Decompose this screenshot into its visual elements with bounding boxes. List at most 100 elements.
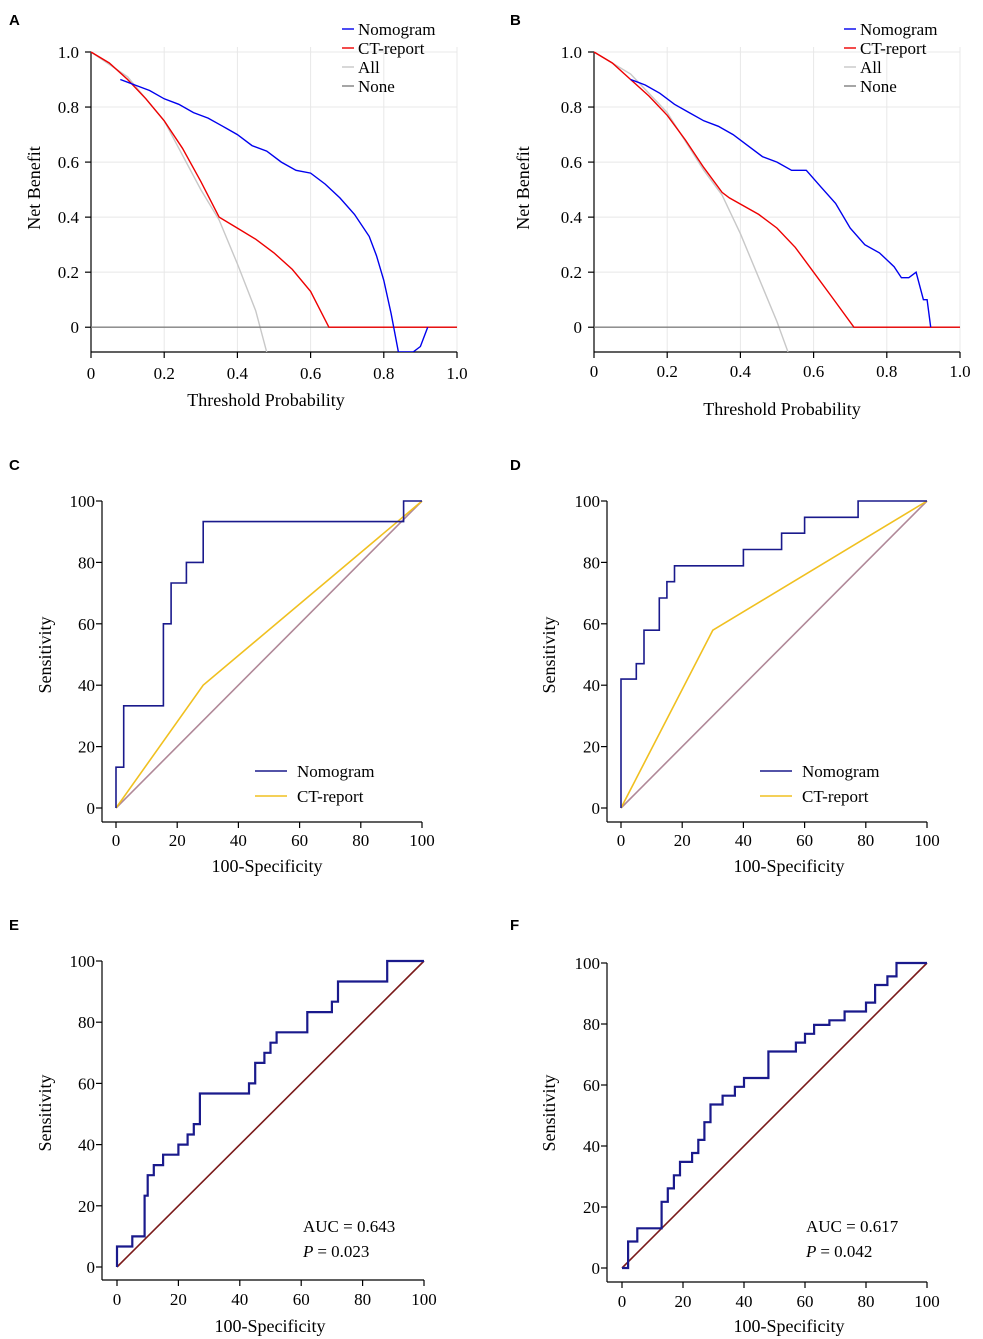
- legend-label: Nomogram: [297, 762, 374, 781]
- y-axis-title: Sensitivity: [539, 616, 559, 693]
- y-tick-label: 80: [583, 553, 600, 572]
- y-axis-title: Net Benefit: [513, 146, 533, 229]
- series-line-reference: [116, 960, 425, 1268]
- x-tick-label: 0.4: [730, 362, 752, 381]
- y-tick-label: 0.8: [561, 98, 582, 117]
- panel-label: A: [9, 12, 20, 29]
- x-tick-label: 0: [87, 364, 96, 383]
- series-line-nomogram: [630, 78, 932, 328]
- legend-label: CT-report: [860, 39, 927, 58]
- x-tick-label: 0.2: [657, 362, 678, 381]
- x-tick-label: 60: [291, 831, 308, 850]
- y-tick-label: 100: [575, 954, 601, 973]
- series-line-ct-report: [115, 500, 423, 809]
- x-tick-label: 0.8: [876, 362, 897, 381]
- series-line-ct-report: [90, 51, 457, 328]
- x-tick-label: 0: [617, 831, 626, 850]
- y-tick-label: 20: [583, 738, 600, 757]
- legend: Nomogram CT-report: [760, 762, 879, 806]
- y-tick-label: 1.0: [58, 43, 79, 62]
- series-line-reference: [115, 500, 423, 809]
- series-line-reference: [621, 962, 928, 1269]
- panel-label: F: [510, 917, 519, 934]
- y-tick-label: 60: [583, 615, 600, 634]
- series-line-all: [593, 51, 789, 352]
- x-tick-label: 0.6: [300, 364, 321, 383]
- x-tick-label: 0.4: [227, 364, 249, 383]
- y-tick-label: 0.6: [561, 153, 582, 172]
- y-tick-label: 80: [78, 1013, 95, 1032]
- y-tick-label: 60: [583, 1076, 600, 1095]
- y-tick-label: 60: [78, 615, 95, 634]
- x-tick-label: 20: [169, 831, 186, 850]
- series-line-nomogram: [115, 500, 422, 808]
- x-tick-label: 20: [674, 831, 691, 850]
- y-tick-label: 40: [583, 676, 600, 695]
- y-tick-label: 0.4: [561, 208, 583, 227]
- x-tick-label: 60: [796, 831, 813, 850]
- y-axis-title: Sensitivity: [539, 1074, 559, 1151]
- x-tick-label: 100: [409, 831, 435, 850]
- y-axis-title: Sensitivity: [35, 616, 55, 693]
- panel-label: D: [510, 457, 521, 474]
- y-tick-label: 20: [583, 1198, 600, 1217]
- panel-c: C 0 20 40 60 80 100 0 20 40 60 80 100 100-Specificity…: [9, 457, 435, 876]
- x-tick-label: 80: [352, 831, 369, 850]
- legend-label: CT-report: [297, 787, 364, 806]
- legend-label: None: [860, 77, 897, 96]
- panel-b: B 0 0.2 0.4 0.6 0.8 1.0 0 0.2 0.4 0.6 0.8 1.0 Thresho…: [510, 12, 971, 419]
- panel-d: D 0 20 40 60 80 100 0 20 40 60 80 100 100-Specificity…: [510, 457, 940, 876]
- y-tick-label: 80: [78, 553, 95, 572]
- series-line-nomogram: [120, 78, 429, 352]
- y-tick-label: 0.6: [58, 153, 79, 172]
- legend-label: All: [860, 58, 882, 77]
- p-value-annotation: P = 0.042: [805, 1242, 872, 1261]
- y-tick-label: 0: [87, 799, 96, 818]
- legend-label: CT-report: [358, 39, 425, 58]
- x-tick-label: 100: [914, 1292, 940, 1311]
- x-tick-label: 1.0: [446, 364, 467, 383]
- y-tick-label: 0: [574, 318, 583, 337]
- x-axis-title: 100-Specificity: [734, 1316, 845, 1336]
- x-tick-label: 20: [675, 1292, 692, 1311]
- x-axis-title: Threshold Probability: [187, 390, 344, 410]
- x-tick-label: 100: [914, 831, 940, 850]
- x-axis-title: 100-Specificity: [734, 856, 845, 876]
- x-tick-label: 40: [231, 1290, 248, 1309]
- panel-label: E: [9, 917, 19, 934]
- p-value-annotation: P = 0.023: [302, 1242, 369, 1261]
- panel-e: E 0 20 40 60 80 100 0 20 40 60 80 100 100-Specificity…: [9, 917, 437, 1336]
- y-tick-label: 40: [78, 676, 95, 695]
- x-tick-label: 40: [736, 1292, 753, 1311]
- panel-label: C: [9, 457, 20, 474]
- x-axis-title: 100-Specificity: [215, 1316, 326, 1336]
- x-tick-label: 0: [112, 831, 121, 850]
- panel-f: F 0 20 40 60 80 100 0 20 40 60 80 100 100-Specificity…: [510, 917, 940, 1336]
- y-tick-label: 40: [78, 1136, 95, 1155]
- x-tick-label: 20: [170, 1290, 187, 1309]
- y-tick-label: 0.8: [58, 98, 79, 117]
- x-tick-label: 60: [797, 1292, 814, 1311]
- panel-a: A 0 0.2 0.4 0.6 0.8 1.0 0 0.2 0.4 0.6 0.8 1.0 Thresho…: [9, 12, 468, 410]
- x-axis-title: Threshold Probability: [703, 399, 860, 419]
- series-line-nomogram: [620, 500, 927, 808]
- auc-annotation: AUC = 0.643: [303, 1217, 395, 1236]
- x-tick-label: 0: [618, 1292, 627, 1311]
- y-tick-label: 100: [575, 492, 601, 511]
- series-line-nomogram: [115, 959, 424, 1267]
- series-line-all: [90, 51, 268, 352]
- y-axis-title: Sensitivity: [35, 1074, 55, 1151]
- x-tick-label: 80: [858, 1292, 875, 1311]
- y-tick-label: 0: [87, 1258, 96, 1277]
- x-tick-label: 80: [354, 1290, 371, 1309]
- series-line-reference: [620, 500, 928, 809]
- x-tick-label: 0.8: [373, 364, 394, 383]
- series-line-ct-report: [593, 51, 960, 328]
- panel-label: B: [510, 12, 521, 29]
- y-tick-label: 0: [592, 1259, 601, 1278]
- y-tick-label: 0.2: [561, 263, 582, 282]
- y-tick-label: 20: [78, 1197, 95, 1216]
- y-axis-title: Net Benefit: [24, 146, 44, 229]
